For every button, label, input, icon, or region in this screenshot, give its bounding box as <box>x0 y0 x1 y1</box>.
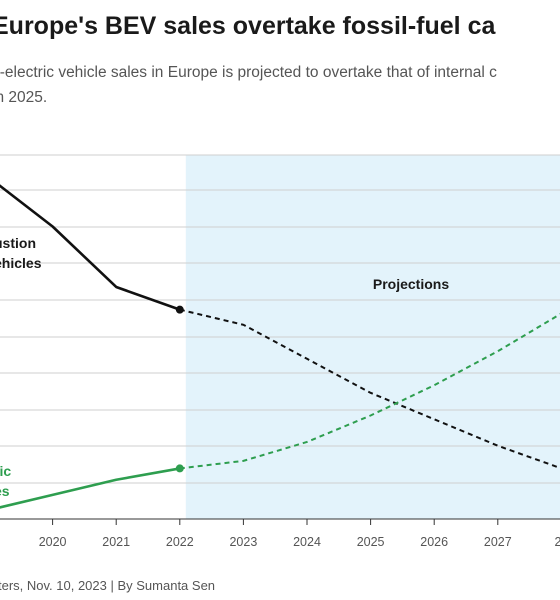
x-tick-label-9: 20 <box>554 535 560 549</box>
subtitle-line-1: y-electric vehicle sales in Europe is pr… <box>0 64 497 81</box>
series-0-projected-line <box>179 308 560 469</box>
source-credit: ters, Nov. 10, 2023 | By Sumanta Sen <box>0 578 216 593</box>
subtitle-line-2: in 2025. <box>0 89 48 106</box>
series-lines <box>0 184 560 509</box>
series-1-actual-line <box>0 467 181 509</box>
x-tick-label-5: 2024 <box>293 535 321 549</box>
series-0-endpoint <box>175 305 184 314</box>
electric-label-line-1: es <box>0 483 10 499</box>
gridlines <box>0 154 560 520</box>
x-tick-label-8: 2027 <box>484 535 512 549</box>
x-tick-label-6: 2025 <box>357 535 385 549</box>
x-tick-label-2: 2021 <box>102 535 130 549</box>
series-1-projected-line <box>179 313 560 470</box>
series-0-actual-line <box>0 184 181 311</box>
electric-label-line-0: ric <box>0 463 11 479</box>
x-tick-label-1: 2020 <box>39 535 67 549</box>
x-axis-ticks: 92020202120222023202420252026202720 <box>39 519 560 549</box>
x-tick-label-4: 2023 <box>229 535 257 549</box>
x-tick-label-7: 2026 <box>420 535 448 549</box>
series-1-endpoint <box>175 464 184 473</box>
line-chart: ustionehiclesricesProjections 9202020212… <box>0 154 560 549</box>
chart-subtitle: y-electric vehicle sales in Europe is pr… <box>0 60 560 110</box>
chart-title: Europe's BEV sales overtake fossil-fuel … <box>0 12 496 40</box>
x-tick-label-3: 2022 <box>166 535 194 549</box>
projections-label: Projections <box>373 276 449 292</box>
combustion-label-line-0: ustion <box>0 235 36 251</box>
